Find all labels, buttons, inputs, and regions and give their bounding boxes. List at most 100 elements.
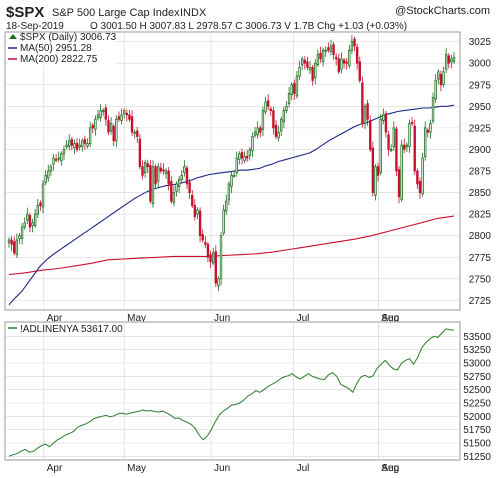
candle <box>78 138 81 151</box>
candle <box>266 94 270 111</box>
candle <box>403 138 406 154</box>
candle <box>164 168 168 179</box>
breadth-tick-label: 51500 <box>463 439 491 450</box>
breadth-path <box>8 328 455 457</box>
candle <box>146 159 149 174</box>
price-tick-label: 2975 <box>469 80 492 91</box>
candle <box>340 52 343 74</box>
candle <box>86 138 89 149</box>
candle <box>211 247 215 266</box>
price-month-label: Sep <box>381 313 399 324</box>
candle <box>366 99 369 126</box>
candle <box>99 104 102 122</box>
candle <box>337 53 341 75</box>
candle <box>348 45 351 69</box>
candle <box>382 108 385 125</box>
candle <box>54 154 58 163</box>
candle <box>81 138 84 152</box>
ma200-line <box>8 215 455 276</box>
candle <box>418 177 422 200</box>
breadth-tick-label: 53250 <box>463 345 491 356</box>
candle <box>274 120 278 140</box>
candle <box>188 178 191 200</box>
candle <box>183 160 186 177</box>
candle <box>431 92 435 124</box>
candle <box>198 207 202 243</box>
candle <box>149 160 152 204</box>
candle <box>259 125 262 138</box>
breadth-legend: !ADLINENYA 53617.00 <box>8 324 123 335</box>
candle <box>235 151 238 177</box>
candle <box>374 164 377 201</box>
candle <box>28 212 32 233</box>
candle <box>353 36 356 52</box>
candle <box>345 58 348 70</box>
price-y-axis: 2725 2750 2775 2800 2825 2850 2875 2900 2925 2950… <box>469 37 492 307</box>
breadth-tick-label: 52250 <box>463 399 491 410</box>
candle <box>355 43 359 70</box>
candle <box>416 168 419 190</box>
price-tick-label: 3000 <box>469 59 492 70</box>
breadth-tick-label: 52000 <box>463 412 491 423</box>
legend-ma50: MA(50) 2951.28 <box>20 43 92 54</box>
candle <box>60 151 63 166</box>
candle <box>389 144 393 153</box>
candle <box>293 79 296 100</box>
candle <box>36 199 39 219</box>
candle <box>269 106 272 116</box>
candle <box>314 59 317 85</box>
candle <box>225 194 228 215</box>
candle <box>342 57 346 69</box>
candle <box>130 110 134 137</box>
candle <box>157 162 160 188</box>
candle <box>201 229 204 243</box>
breadth-tick-label: 53000 <box>463 359 491 370</box>
price-tick-label: 2900 <box>469 145 492 156</box>
candle <box>31 218 34 233</box>
candle <box>450 54 453 69</box>
breadth-y-axis: 51250 51500 51750 52000 52250 52500 52750 53000… <box>463 332 491 463</box>
candle <box>180 170 183 183</box>
candle <box>332 42 335 60</box>
candle <box>141 160 144 180</box>
candle <box>15 233 19 259</box>
candle <box>251 132 254 158</box>
candle <box>287 86 291 108</box>
candle <box>107 115 110 135</box>
candle <box>209 250 212 269</box>
candle <box>447 53 450 69</box>
candle <box>439 70 443 92</box>
breadth-panel <box>4 321 461 461</box>
candle <box>196 207 199 220</box>
candle <box>321 47 325 67</box>
candle <box>133 129 136 139</box>
candle <box>10 236 13 251</box>
candle <box>395 126 398 177</box>
candle <box>452 52 456 65</box>
candle <box>280 116 283 137</box>
candle <box>177 175 181 193</box>
price-tick-label: 2750 <box>469 274 492 285</box>
candle <box>327 42 330 53</box>
candle <box>94 115 97 136</box>
candle <box>138 133 142 170</box>
breadth-tick-label: 52750 <box>463 372 491 383</box>
candle <box>136 127 139 143</box>
legend-price: $SPX (Daily) 3006.73 <box>20 32 117 43</box>
candle <box>350 35 354 55</box>
candle <box>125 109 128 122</box>
index-name: S&P 500 Large Cap Index <box>52 7 180 19</box>
candle <box>308 61 312 74</box>
candle <box>191 189 194 209</box>
candle <box>400 139 403 203</box>
candle <box>413 119 416 175</box>
price-tick-label: 2725 <box>469 296 492 307</box>
candle <box>408 119 411 153</box>
candle <box>426 127 430 138</box>
candlesticks <box>7 35 456 291</box>
candle <box>311 64 314 86</box>
candle <box>167 167 170 191</box>
